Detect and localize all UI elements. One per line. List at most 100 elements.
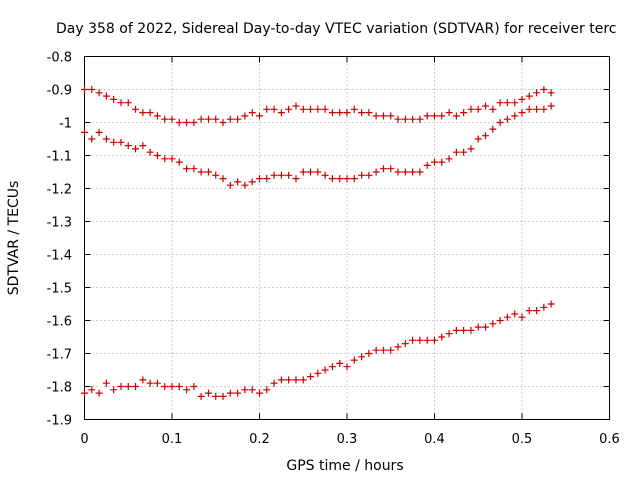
y-tick-label: -0.8	[47, 51, 72, 66]
data-point	[452, 112, 460, 120]
data-point	[124, 383, 132, 390]
data-point	[431, 158, 438, 166]
y-tick-label: -0.9	[47, 84, 72, 99]
data-point	[482, 323, 490, 331]
data-point	[503, 313, 511, 321]
data-point	[81, 86, 88, 93]
y-tick-label: -1.3	[47, 216, 72, 231]
data-point	[153, 379, 161, 387]
y-tick-label: -1.2	[47, 183, 72, 198]
data-point	[292, 102, 300, 110]
data-point	[540, 105, 548, 113]
data-point	[525, 92, 533, 100]
x-tick-label: 0.6	[599, 432, 620, 447]
data-point	[387, 346, 395, 354]
data-point	[102, 135, 110, 143]
data-point	[139, 142, 147, 150]
data-point	[299, 168, 307, 176]
data-point	[387, 165, 395, 173]
data-point	[197, 392, 205, 400]
data-point	[197, 115, 205, 123]
data-point	[518, 313, 526, 321]
data-point	[343, 109, 351, 117]
data-point	[416, 336, 424, 344]
series-lower	[81, 300, 555, 400]
data-point	[460, 148, 468, 156]
data-point	[533, 105, 541, 113]
data-point	[503, 99, 511, 107]
data-point	[183, 119, 191, 126]
data-point	[328, 363, 336, 371]
data-point	[387, 112, 395, 120]
data-point	[445, 155, 453, 163]
data-point	[248, 178, 256, 186]
data-point	[124, 99, 132, 107]
y-tick-label: -1.4	[47, 249, 72, 264]
data-point	[460, 109, 468, 117]
data-point	[547, 300, 555, 308]
data-point	[219, 119, 227, 126]
series-upper	[81, 86, 555, 126]
data-point	[263, 175, 271, 183]
data-point	[372, 168, 380, 176]
data-point	[431, 112, 438, 120]
data-point	[533, 307, 541, 315]
data-point	[212, 171, 220, 179]
data-point	[219, 175, 227, 183]
data-point	[307, 105, 315, 113]
data-point	[482, 132, 490, 140]
data-point	[241, 181, 249, 189]
data-marks	[81, 86, 555, 400]
data-point	[183, 165, 191, 173]
data-point	[95, 89, 103, 97]
data-point	[132, 105, 140, 113]
x-tick-label: 0	[80, 432, 88, 447]
data-point	[183, 386, 191, 394]
data-point	[277, 376, 285, 384]
x-tick-label: 0.3	[337, 432, 358, 447]
y-tick-label: -1.5	[47, 282, 72, 297]
data-point	[161, 115, 169, 123]
data-point	[117, 138, 125, 146]
data-point	[234, 389, 242, 397]
data-point	[263, 105, 271, 113]
data-point	[547, 89, 555, 97]
data-point	[285, 376, 293, 384]
data-point	[110, 138, 118, 146]
data-point	[132, 383, 140, 390]
data-point	[204, 389, 212, 397]
data-point	[372, 112, 380, 120]
data-point	[190, 119, 198, 126]
data-point	[226, 389, 234, 397]
data-point	[102, 92, 110, 100]
data-point	[153, 152, 161, 159]
data-point	[248, 386, 256, 394]
data-point	[190, 383, 198, 390]
data-point	[350, 356, 358, 364]
data-point	[394, 343, 402, 351]
data-point	[321, 366, 329, 374]
data-point	[299, 105, 307, 113]
data-point	[511, 310, 519, 318]
x-tick-label: 0.4	[424, 432, 445, 447]
y-tick-label: -1.6	[47, 315, 72, 330]
data-point	[423, 336, 431, 344]
data-point	[219, 392, 227, 400]
data-point	[496, 99, 504, 107]
data-point	[314, 168, 322, 176]
data-point	[110, 95, 118, 103]
data-point	[401, 115, 409, 123]
data-point	[358, 109, 366, 117]
data-point	[489, 320, 497, 328]
data-point	[285, 171, 293, 179]
data-point	[277, 171, 285, 179]
data-point	[146, 379, 154, 387]
data-point	[132, 145, 140, 153]
data-point	[226, 181, 234, 189]
data-point	[358, 353, 366, 361]
x-tick-label: 0.5	[512, 432, 533, 447]
data-point	[124, 142, 132, 150]
x-axis-label: GPS time / hours	[286, 458, 403, 474]
data-point	[474, 105, 482, 113]
